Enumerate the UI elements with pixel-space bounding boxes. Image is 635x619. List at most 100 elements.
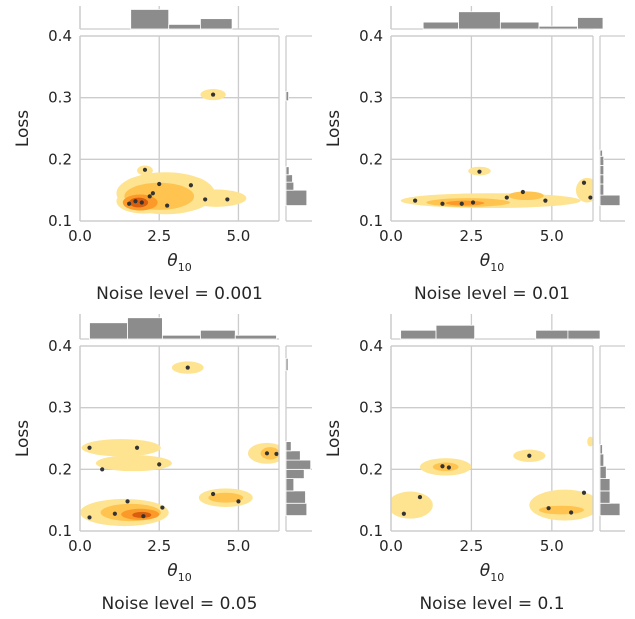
data-point xyxy=(274,451,279,457)
marginal-right-bar xyxy=(285,468,305,479)
data-point xyxy=(139,200,144,205)
marginal-top-bar xyxy=(200,18,233,30)
y-tick-label: 0.1 xyxy=(48,212,72,230)
marginal-right-bar xyxy=(285,490,306,504)
marginal-top-bar xyxy=(200,329,236,340)
marginal-right-bar xyxy=(599,149,603,157)
marginal-top-bar xyxy=(130,9,170,30)
y-tick-label: 0.4 xyxy=(359,27,383,45)
marginal-right-bar xyxy=(599,165,605,176)
y-tick-label: 0.3 xyxy=(48,399,72,417)
x-axis-label: θ10 xyxy=(167,251,191,274)
x-tick-label: 2.5 xyxy=(459,227,483,245)
marginal-right-bar xyxy=(599,444,603,455)
density-level-2 xyxy=(445,200,485,206)
density-level-3 xyxy=(129,197,149,208)
marginal-top-bar xyxy=(127,317,163,340)
density-level-1 xyxy=(260,447,279,460)
y-axis-label: Loss xyxy=(13,420,33,457)
marginal-top-bar xyxy=(234,334,277,340)
y-tick-label: 0.3 xyxy=(48,89,72,107)
marginal-right-bar xyxy=(599,453,605,467)
marginal-top xyxy=(79,314,279,340)
marginal-top xyxy=(390,6,604,30)
x-tick-label: 5.0 xyxy=(540,537,564,555)
y-tick-label: 0.4 xyxy=(48,337,72,355)
density-contours xyxy=(116,89,247,215)
y-tick-label: 0.4 xyxy=(48,27,72,45)
density-contours xyxy=(391,436,593,521)
marginal-right-bar xyxy=(599,465,607,479)
data-point xyxy=(543,198,548,203)
marginal-right-bar xyxy=(285,357,289,372)
data-point xyxy=(581,490,587,495)
data-point xyxy=(504,195,509,200)
data-point xyxy=(125,499,130,504)
marginal-right-bar xyxy=(599,502,621,516)
marginal-right xyxy=(285,35,312,222)
density-contours xyxy=(400,166,593,209)
data-point xyxy=(588,195,593,200)
marginal-right-bar xyxy=(285,478,295,492)
y-tick-label: 0.3 xyxy=(359,89,383,107)
data-point xyxy=(264,451,270,456)
marginal-right xyxy=(285,345,312,532)
data-point xyxy=(470,200,476,205)
marginal-top-bar xyxy=(161,334,201,340)
data-point xyxy=(165,203,170,208)
y-tick-label: 0.2 xyxy=(359,460,383,478)
subplot-title: Noise level = 0.01 xyxy=(414,284,570,304)
density-contours xyxy=(80,361,279,527)
marginal-right-bar xyxy=(599,490,611,504)
x-tick-label: 5.0 xyxy=(540,227,564,245)
subplot-title: Noise level = 0.05 xyxy=(102,594,258,614)
data-point xyxy=(142,167,148,172)
density-level-1 xyxy=(208,492,244,503)
data-point xyxy=(133,199,138,204)
marginal-right-bar xyxy=(285,189,308,206)
data-point xyxy=(185,365,190,370)
marginal-right-bar xyxy=(599,194,621,206)
data-point xyxy=(520,189,525,195)
data-point xyxy=(87,515,92,520)
marginal-right-bar xyxy=(285,181,295,191)
marginal-top-bar xyxy=(499,21,540,30)
x-axis-label: θ10 xyxy=(480,561,504,584)
marginal-right-bar xyxy=(285,91,289,102)
x-tick-label: 0.0 xyxy=(68,537,92,555)
data-point xyxy=(225,197,230,202)
x-tick-label: 0.0 xyxy=(379,227,403,245)
density-level-1 xyxy=(508,191,544,201)
marginal-top-bar xyxy=(168,23,201,30)
data-point xyxy=(477,169,482,174)
subplot-4: 0.0 2.5 5.0 0.1 0.2 0.3 0.4 θ10 Loss Noise level … xyxy=(324,314,625,614)
marginal-top xyxy=(390,314,601,340)
y-tick-label: 0.2 xyxy=(48,460,72,478)
data-point xyxy=(127,201,132,206)
marginal-right-bar xyxy=(599,183,605,196)
y-axis-label: Loss xyxy=(324,110,344,147)
x-tick-label: 0.0 xyxy=(68,227,92,245)
marginal-top-bar xyxy=(538,25,578,30)
data-point xyxy=(569,510,574,515)
data-point xyxy=(150,191,155,196)
subplot-1: 0.0 2.5 5.0 0.1 0.2 0.3 0.4 θ10 Loss Noise level … xyxy=(13,6,312,304)
marginal-top xyxy=(79,6,279,30)
marginal-top-bar xyxy=(435,324,476,340)
marginal-right-bar xyxy=(285,459,312,470)
marginal-top-bar xyxy=(422,21,459,30)
points xyxy=(401,453,587,516)
y-tick-label: 0.2 xyxy=(48,150,72,168)
marginal-top-bar xyxy=(458,11,501,30)
data-point xyxy=(440,464,445,469)
marginal-top-bar xyxy=(400,329,437,340)
x-axis-label: θ10 xyxy=(480,251,504,274)
x-tick-label: 2.5 xyxy=(459,537,483,555)
density-level-1 xyxy=(538,505,584,515)
subplot-title: Noise level = 0.001 xyxy=(96,284,263,304)
marginal-right-bar xyxy=(285,166,290,176)
data-point xyxy=(581,180,587,185)
y-tick-label: 0.1 xyxy=(359,522,383,540)
marginal-right xyxy=(599,35,625,222)
